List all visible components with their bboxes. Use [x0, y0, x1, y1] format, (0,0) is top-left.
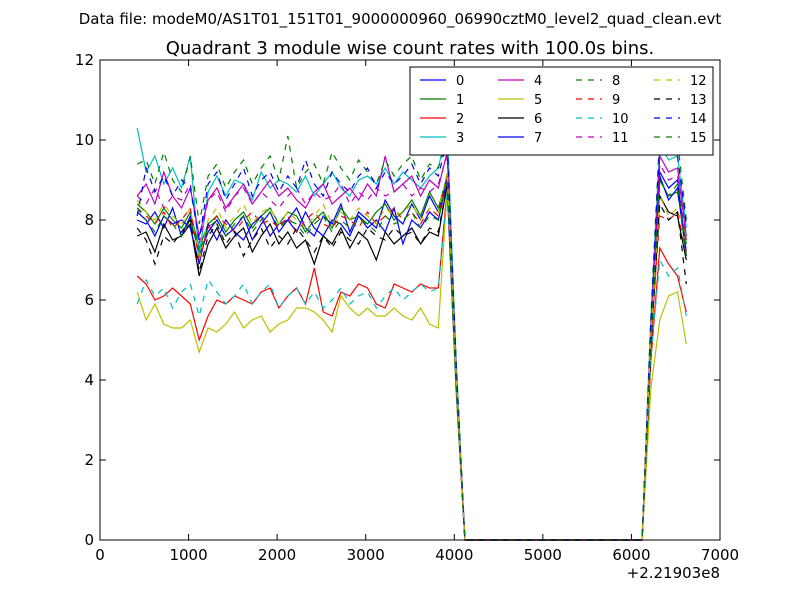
- legend-label: 9: [612, 93, 620, 108]
- x-tick-label: 2000: [258, 546, 296, 564]
- legend-label: 0: [456, 74, 464, 89]
- series-line-10: [136, 191, 687, 541]
- series-line-1: [136, 175, 687, 541]
- legend-label: 14: [690, 112, 707, 127]
- legend-label: 13: [690, 93, 707, 108]
- legend-label: 10: [612, 112, 629, 127]
- series-line-13: [136, 183, 687, 541]
- y-tick-label: 10: [75, 131, 94, 149]
- series-line-9: [136, 175, 687, 541]
- series-line-6: [136, 183, 687, 541]
- x-tick-label: 5000: [524, 546, 562, 564]
- legend-box: [409, 66, 714, 156]
- series-line-14: [136, 138, 687, 541]
- series-line-3: [136, 127, 687, 541]
- legend-label: 8: [612, 74, 620, 89]
- y-tick-label: 4: [84, 371, 94, 389]
- series-line-4: [136, 151, 687, 541]
- legend-label: 2: [456, 112, 464, 127]
- x-tick-label: 3000: [347, 546, 385, 564]
- chart-suptitle: Data file: modeM0/AS1T01_151T01_90000009…: [79, 10, 722, 29]
- chart-title: Quadrant 3 module wise count rates with …: [166, 38, 655, 59]
- x-tick-label: 1000: [169, 546, 207, 564]
- series-line-2: [136, 187, 687, 541]
- legend-label: 12: [690, 74, 707, 89]
- series-line-7: [136, 175, 687, 541]
- legend-label: 15: [690, 131, 707, 146]
- y-tick-label: 2: [84, 451, 94, 469]
- legend-label: 4: [534, 74, 542, 89]
- legend-label: 6: [534, 112, 542, 127]
- y-tick-label: 0: [84, 531, 94, 549]
- legend-label: 1: [456, 93, 464, 108]
- legend-label: 3: [456, 131, 464, 146]
- series-line-8: [136, 130, 687, 541]
- y-tick-label: 12: [75, 51, 94, 69]
- x-tick-label: 4000: [435, 546, 473, 564]
- series-lines: [136, 127, 687, 541]
- series-line-5: [136, 187, 687, 541]
- legend-label: 11: [612, 131, 629, 146]
- legend-label: 5: [534, 93, 542, 108]
- legend-label: 7: [534, 131, 542, 146]
- x-tick-label: 6000: [612, 546, 650, 564]
- x-tick-label: 0: [95, 546, 105, 564]
- series-line-12: [136, 171, 687, 541]
- series-line-0: [136, 169, 687, 541]
- x-tick-label: 7000: [701, 546, 739, 564]
- y-tick-label: 8: [84, 211, 94, 229]
- axes-frame: [99, 59, 721, 541]
- y-tick-label: 6: [84, 291, 94, 309]
- x-offset-label: +2.21903e8: [627, 564, 720, 582]
